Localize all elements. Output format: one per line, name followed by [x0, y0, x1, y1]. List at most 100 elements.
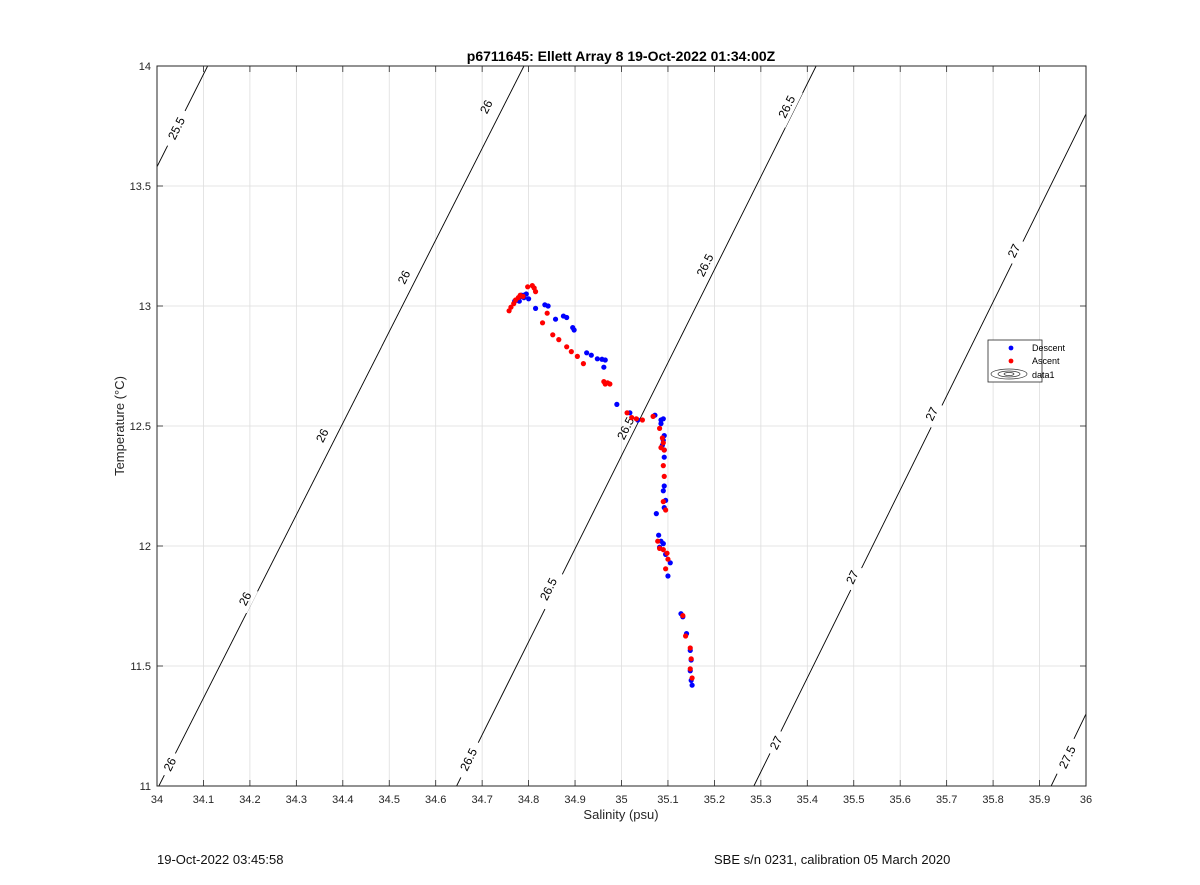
- descent-point: [656, 532, 662, 538]
- x-axis-label: Salinity (psu): [583, 807, 658, 822]
- ascent-point: [574, 353, 580, 359]
- x-tick-label: 35.5: [843, 794, 864, 806]
- contour-line-26.5: [456, 66, 817, 786]
- contour-label: 26.5: [537, 575, 560, 602]
- x-tick-label: 36: [1080, 794, 1092, 806]
- x-tick-label: 35.7: [936, 794, 957, 806]
- x-tick-label: 34.8: [518, 794, 539, 806]
- x-tick-label: 34.6: [425, 794, 446, 806]
- ascent-point: [659, 435, 665, 441]
- ascent-point: [665, 556, 671, 562]
- y-tick-label: 13.5: [130, 181, 151, 193]
- descent-point: [532, 305, 539, 311]
- ascent-point: [629, 415, 635, 421]
- contour-label: 27: [767, 733, 786, 751]
- x-tick-label: 34.9: [564, 794, 585, 806]
- descent-point: [564, 314, 570, 321]
- contour-label: 26.5: [457, 746, 480, 773]
- descent-point: [689, 682, 695, 688]
- ascent-point: [663, 566, 669, 572]
- contour-label: 27: [1005, 241, 1024, 259]
- ascent-point: [650, 413, 656, 419]
- legend-descent-label: Descent: [1032, 343, 1066, 353]
- legend-ascent-label: Ascent: [1032, 356, 1060, 366]
- descent-point: [584, 350, 590, 356]
- ascent-point: [550, 332, 556, 338]
- x-tick-label: 35.2: [704, 794, 725, 806]
- footer-calibration: SBE s/n 0231, calibration 05 March 2020: [714, 852, 951, 867]
- ascent-point: [656, 425, 663, 431]
- x-tick-label: 35.3: [750, 794, 771, 806]
- descent-point: [653, 510, 659, 517]
- y-tick-label: 12: [139, 541, 151, 553]
- legend-ascent-marker: [1008, 358, 1014, 364]
- ascent-point: [680, 613, 686, 619]
- x-tick-label: 34.5: [379, 794, 400, 806]
- contour-label: 26: [236, 589, 255, 608]
- ascent-point: [544, 310, 550, 316]
- ascent-point: [663, 507, 669, 513]
- x-tick-label: 35.4: [797, 794, 818, 806]
- ascent-point: [580, 361, 587, 367]
- x-tick-label: 34: [151, 794, 163, 806]
- data-points: [506, 283, 695, 688]
- contour-line-26: [158, 66, 525, 786]
- ascent-point: [660, 440, 666, 446]
- contour-line-25.5: [157, 66, 209, 168]
- ascent-point: [539, 320, 546, 326]
- descent-point: [552, 316, 559, 322]
- axis-ticks: 34 34.1 34.2 34.3 34.4 34.5 34.6 34.7 34.8 34.9 35…: [130, 61, 1093, 806]
- descent-point: [661, 454, 667, 460]
- ascent-point: [687, 666, 693, 672]
- ascent-point: [661, 473, 667, 479]
- y-tick-label: 14: [139, 61, 151, 73]
- ascent-point: [660, 463, 666, 469]
- series-descent: [512, 291, 695, 688]
- ascent-point: [639, 417, 646, 423]
- ascent-point: [556, 337, 562, 343]
- ascent-point: [687, 645, 693, 651]
- contour-label: 26: [477, 97, 496, 116]
- ascent-point: [564, 344, 570, 350]
- contour-label: 25.5: [165, 115, 188, 142]
- descent-point: [526, 296, 532, 302]
- contour-label: 26.5: [694, 251, 717, 278]
- x-tick-label: 34.1: [193, 794, 214, 806]
- x-tick-label: 35.8: [982, 794, 1003, 806]
- legend[interactable]: Descent Ascent data1: [987, 339, 1066, 383]
- descent-point: [602, 357, 608, 363]
- descent-point: [601, 364, 607, 370]
- descent-point: [658, 421, 664, 427]
- descent-point: [660, 488, 666, 494]
- legend-data1-label: data1: [1032, 370, 1055, 380]
- descent-point: [661, 483, 667, 489]
- ascent-point: [683, 633, 689, 639]
- ascent-point: [660, 499, 666, 505]
- ascent-point: [607, 381, 613, 387]
- contour-label: 26: [313, 426, 332, 445]
- y-tick-label: 11: [140, 781, 151, 793]
- ascent-point: [568, 349, 574, 355]
- legend-contour-icon: [990, 368, 1028, 380]
- descent-point: [660, 416, 666, 422]
- ascent-point: [532, 289, 539, 295]
- contour-label: 27: [923, 405, 942, 423]
- chart-title: p6711645: Ellett Array 8 19-Oct-2022 01:…: [467, 48, 776, 64]
- ascent-point: [660, 547, 666, 553]
- x-tick-label: 34.7: [471, 794, 492, 806]
- x-tick-label: 35.1: [657, 794, 678, 806]
- x-tick-label: 35: [615, 794, 627, 806]
- x-tick-label: 34.2: [239, 794, 260, 806]
- ascent-point: [525, 284, 531, 290]
- x-tick-label: 35.6: [889, 794, 910, 806]
- descent-point: [665, 573, 671, 579]
- descent-point: [660, 541, 666, 547]
- legend-descent-marker: [1008, 345, 1014, 351]
- ascent-point: [520, 293, 526, 299]
- ascent-point: [688, 656, 694, 662]
- descent-point: [614, 401, 620, 407]
- descent-point: [588, 352, 594, 358]
- contour-line-27: [753, 113, 1086, 786]
- ascent-point: [508, 304, 514, 310]
